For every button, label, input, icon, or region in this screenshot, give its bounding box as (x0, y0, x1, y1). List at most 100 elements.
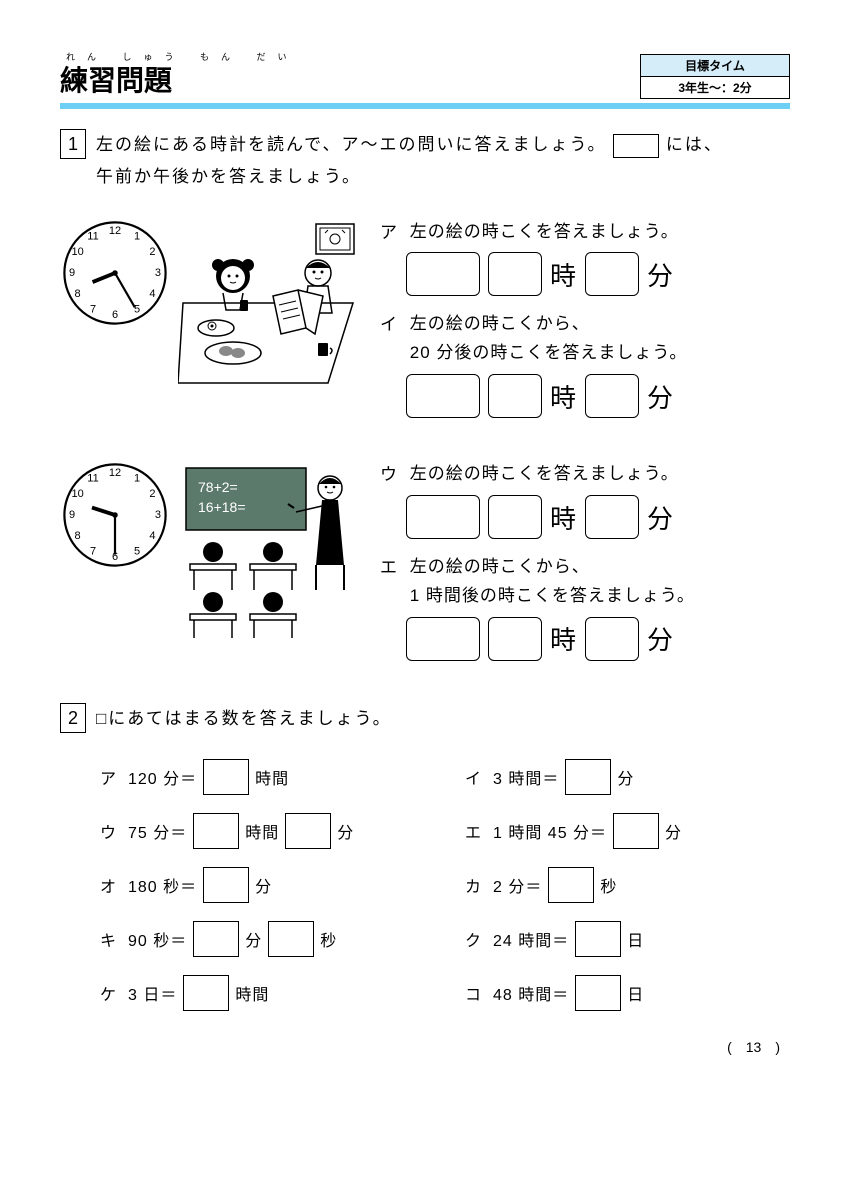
unit-min: 分 (647, 378, 674, 415)
q2-u: ウ75 分＝時間分 (100, 813, 425, 849)
svg-text:1: 1 (134, 230, 140, 242)
clock-2-icon: 1212 345 678 91011 (60, 460, 170, 570)
svg-text:9: 9 (69, 267, 75, 279)
scene-2: 1212 345 678 91011 78+2= 16+18= (60, 460, 360, 675)
q1-number: 1 (60, 129, 86, 159)
time-value: 3年生〜：2分 (640, 77, 790, 99)
ans-u-min[interactable] (585, 495, 639, 539)
q1-text-1: 左の絵にある時計を読んで、ア〜エの問いに答えましょう。 (96, 135, 606, 154)
q2-i-box[interactable] (565, 759, 611, 795)
q2-a: ア120 分＝時間 (100, 759, 425, 795)
q2-o-box[interactable] (203, 867, 249, 903)
ans-i-min[interactable] (585, 374, 639, 418)
q2-i: イ3 時間＝分 (465, 759, 790, 795)
q2-ki: キ90 秒＝分秒 (100, 921, 425, 957)
q2-e-box[interactable] (613, 813, 659, 849)
q2-ko-box[interactable] (575, 975, 621, 1011)
ans-e-ampm[interactable] (406, 617, 480, 661)
q2-o: オ180 秒＝分 (100, 867, 425, 903)
q2-ke: ケ3 日＝時間 (100, 975, 425, 1011)
ans-i-ampm[interactable] (406, 374, 480, 418)
q2-row: 2 □にあてはまる数を答えましょう。 (60, 703, 790, 735)
accent-bar (60, 103, 790, 109)
q2-ki-box2[interactable] (268, 921, 314, 957)
svg-text:10: 10 (71, 488, 83, 500)
svg-text:10: 10 (71, 246, 83, 258)
breakfast-scene-icon (178, 218, 358, 388)
svg-text:3: 3 (155, 267, 161, 279)
ans-i-hour[interactable] (488, 374, 542, 418)
q2-u-box1[interactable] (193, 813, 239, 849)
time-box: 目標タイム 3年生〜：2分 (640, 54, 790, 99)
q1-text-1b: には、 (666, 135, 723, 154)
q1-text-2: 午前か午後かを答えましょう。 (96, 167, 361, 186)
ans-e-min[interactable] (585, 617, 639, 661)
ans-a-ampm[interactable] (406, 252, 480, 296)
svg-text:78+2=: 78+2= (198, 479, 238, 495)
ans-u-ampm[interactable] (406, 495, 480, 539)
q2-a-box[interactable] (203, 759, 249, 795)
svg-text:3: 3 (155, 509, 161, 521)
worksheet-page: れん しゅう もん だい 練習問題 目標タイム 3年生〜：2分 1 左の絵にある… (0, 0, 850, 1097)
clock-1-icon: 1212 345 678 91011 (60, 218, 170, 328)
svg-text:8: 8 (75, 287, 81, 299)
time-label: 目標タイム (640, 54, 790, 77)
svg-text:2: 2 (149, 246, 155, 258)
q1-blank-box[interactable] (613, 134, 659, 158)
q1-row: 1 左の絵にある時計を読んで、ア〜エの問いに答えましょう。 には、 午前か午後か… (60, 129, 790, 194)
sub-a-text: 左の絵の時こくを答えましょう。 (410, 218, 790, 247)
title-wrap: れん しゅう もん だい 練習問題 (60, 50, 640, 99)
sub-e-text: 左の絵の時こくから、 1 時間後の時こくを答えましょう。 (410, 553, 790, 611)
classroom-scene-icon: 78+2= 16+18= (178, 460, 358, 640)
q1-text: 左の絵にある時計を読んで、ア〜エの問いに答えましょう。 には、 午前か午後かを答… (96, 129, 790, 194)
q2-ku: ク24 時間＝日 (465, 921, 790, 957)
scene-1: 1212 345 678 91011 (60, 218, 360, 433)
q2-ko: コ48 時間＝日 (465, 975, 790, 1011)
svg-text:8: 8 (75, 530, 81, 542)
svg-text:11: 11 (87, 473, 98, 485)
unit-hour: 時 (550, 378, 577, 415)
svg-text:1: 1 (134, 473, 140, 485)
q2-ke-box[interactable] (183, 975, 229, 1011)
svg-text:4: 4 (149, 287, 155, 299)
q2-number: 2 (60, 703, 86, 733)
sub-a-label: ア (380, 218, 404, 243)
sub-u-label: ウ (380, 460, 404, 485)
q2-ku-box[interactable] (575, 921, 621, 957)
svg-text:11: 11 (87, 230, 98, 242)
unit-hour: 時 (550, 256, 577, 293)
ans-u-hour[interactable] (488, 495, 542, 539)
q2-u-box2[interactable] (285, 813, 331, 849)
svg-text:7: 7 (90, 546, 96, 558)
q2-grid: ア120 分＝時間 イ3 時間＝分 ウ75 分＝時間分 エ1 時間 45 分＝分… (100, 759, 790, 1011)
q1-sub-a-i: ア 左の絵の時こくを答えましょう。 時 分 イ 左の絵の時こくから、 20 分後… (380, 218, 790, 433)
svg-text:5: 5 (134, 303, 140, 315)
q2-ki-box1[interactable] (193, 921, 239, 957)
svg-text:6: 6 (112, 308, 118, 320)
unit-min: 分 (647, 256, 674, 293)
q1-section-1: 1212 345 678 91011 (60, 218, 790, 433)
q1-sub-u-e: ウ 左の絵の時こくを答えましょう。 時 分 エ 左の絵の時こくから、 1 時間後… (380, 460, 790, 675)
svg-text:9: 9 (69, 509, 75, 521)
page-number: ( 13 ) (60, 1037, 780, 1057)
page-title: 練習問題 (60, 59, 640, 99)
svg-text:5: 5 (134, 546, 140, 558)
sub-i-label: イ (380, 310, 404, 335)
svg-text:16+18=: 16+18= (198, 499, 246, 515)
ans-a-hour[interactable] (488, 252, 542, 296)
q2-e: エ1 時間 45 分＝分 (465, 813, 790, 849)
svg-text:2: 2 (149, 488, 155, 500)
ans-e-hour[interactable] (488, 617, 542, 661)
svg-text:12: 12 (109, 467, 121, 479)
sub-e-label: エ (380, 553, 404, 578)
sub-u-text: 左の絵の時こくを答えましょう。 (410, 460, 790, 489)
q1-section-2: 1212 345 678 91011 78+2= 16+18= (60, 460, 790, 675)
q2-ka-box[interactable] (548, 867, 594, 903)
svg-text:12: 12 (109, 225, 121, 237)
sub-i-text: 左の絵の時こくから、 20 分後の時こくを答えましょう。 (410, 310, 790, 368)
ans-a-min[interactable] (585, 252, 639, 296)
header-row: れん しゅう もん だい 練習問題 目標タイム 3年生〜：2分 (60, 50, 790, 99)
svg-text:7: 7 (90, 303, 96, 315)
svg-text:4: 4 (149, 530, 155, 542)
q2-ka: カ2 分＝秒 (465, 867, 790, 903)
